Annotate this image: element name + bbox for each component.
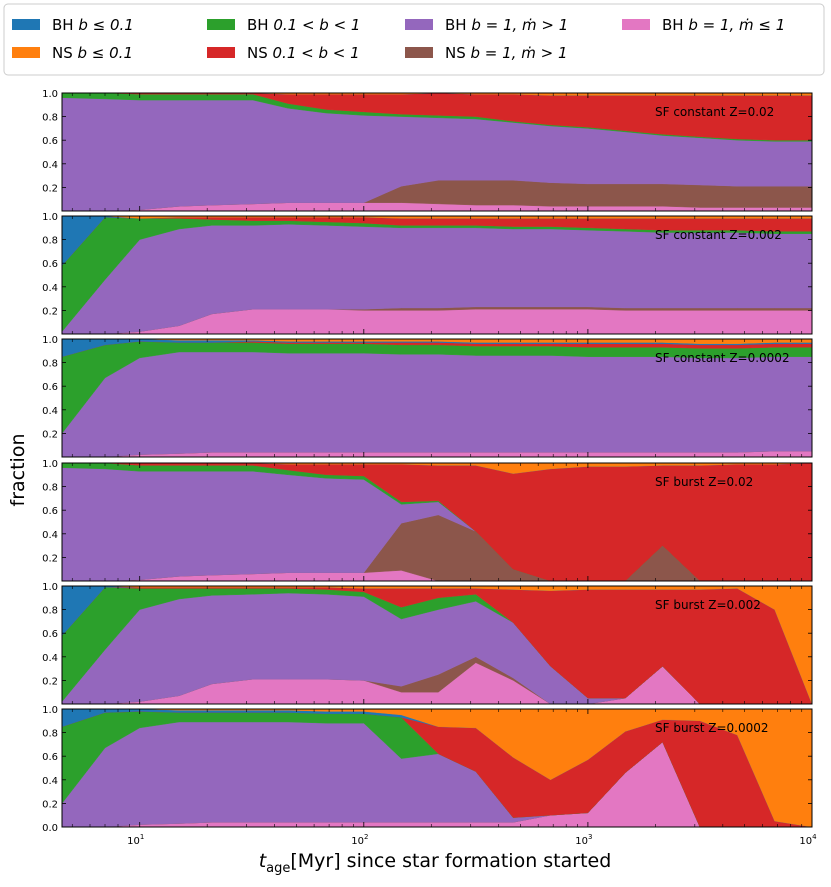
panel: 0.2 0.4 0.6 0.8 1.0 SF burst Z=0.002: [42, 582, 813, 705]
y-tick-label: 0.6: [42, 506, 58, 517]
y-tick-label: 0.2: [42, 676, 58, 687]
legend-frame: [3, 3, 825, 76]
y-tick-label: 0.6: [42, 136, 58, 147]
y-tick-label: 1.0: [42, 705, 58, 716]
y-tick-label: 0.8: [42, 483, 58, 494]
panel: 0.2 0.4 0.6 0.8 1.0 SF constant Z=0.02: [42, 89, 813, 212]
legend-label: NS b = 1, ṁ > 1: [445, 44, 567, 62]
legend-swatch: [207, 47, 235, 58]
panel-label: SF constant Z=0.0002: [655, 351, 790, 365]
y-tick-label: 0.2: [42, 799, 58, 810]
legend-entry: BH b = 1, ṁ ≤ 1: [622, 16, 785, 34]
y-tick-label: 0.8: [42, 729, 58, 740]
y-tick-label: 0.8: [42, 113, 58, 124]
legend-swatch: [207, 19, 235, 30]
panel-label: SF constant Z=0.02: [655, 105, 774, 119]
legend-entry: NS b ≤ 0.1: [12, 44, 133, 62]
area-ns-low: [62, 586, 812, 704]
area-ns-low: [62, 216, 812, 219]
y-tick-label: 1.0: [42, 89, 58, 100]
panel: 0.2 0.4 0.6 0.8 1.0 SF constant Z=0.0002: [42, 335, 813, 458]
y-tick-label: 0.8: [42, 359, 58, 370]
legend-swatch: [405, 47, 433, 58]
x-tick-label: 104: [799, 833, 817, 847]
legend-swatch: [12, 19, 40, 30]
panel-areas: [62, 216, 812, 334]
panel: 0.2 0.4 0.6 0.8 1.0 SF constant Z=0.002: [42, 212, 813, 335]
legend-entry: BH b ≤ 0.1: [12, 16, 134, 34]
panel-areas: [62, 586, 812, 704]
x-axis-title-symbol: t: [259, 850, 268, 872]
y-axis-title: fraction: [7, 434, 29, 507]
area-ns-low: [62, 709, 812, 827]
legend-entry: NS b = 1, ṁ > 1: [405, 44, 567, 62]
panel-label: SF constant Z=0.002: [655, 228, 782, 242]
panel-label: SF burst Z=0.002: [655, 598, 761, 612]
legend-entry: BH b = 1, ṁ > 1: [405, 16, 568, 34]
y-tick-label: 0.6: [42, 259, 58, 270]
x-tick-label: 103: [575, 833, 592, 847]
y-tick-label: 0.6: [42, 629, 58, 640]
legend-label: BH b = 1, ṁ > 1: [445, 16, 568, 34]
y-tick-label: 0.6: [42, 382, 58, 393]
y-tick-label: 1.0: [42, 459, 58, 470]
panel-label: SF burst Z=0.02: [655, 475, 753, 489]
y-tick-label: 0.8: [42, 606, 58, 617]
legend-label: NS b ≤ 0.1: [52, 44, 133, 62]
y-tick-label: 1.0: [42, 335, 58, 346]
panel: 0.2 0.4 0.6 0.8 1.0 SF burst Z=0.02: [42, 459, 813, 582]
legend-swatch: [12, 47, 40, 58]
y-tick-label: 0.6: [42, 752, 58, 763]
legend-swatch: [622, 19, 650, 30]
panel: 0.0 0.2 0.4 0.6 0.8 1.0 SF burst Z=0.0002: [42, 705, 813, 834]
y-tick-label: 0.2: [42, 429, 58, 440]
y-tick-label: 0.8: [42, 236, 58, 247]
y-tick-label: 0.4: [42, 160, 58, 171]
panel-frame: [61, 585, 813, 705]
legend-entry: NS 0.1 < b < 1: [207, 44, 360, 62]
legend-label: BH b ≤ 0.1: [52, 16, 134, 34]
y-tick-label: 0.2: [42, 306, 58, 317]
y-tick-label: 0.4: [42, 653, 58, 664]
panel-areas: [62, 339, 812, 457]
panel-areas: [62, 709, 812, 827]
panel-frame: [61, 708, 813, 828]
y-tick-label: 0.4: [42, 530, 58, 541]
y-tick-label: 0.4: [42, 283, 58, 294]
y-tick-label: 0.2: [42, 183, 58, 194]
panel-label: SF burst Z=0.0002: [655, 721, 769, 735]
y-tick-label: 0.2: [42, 553, 58, 564]
panels-group: 0.20.40.60.81.0SF constant Z=0.020.20.40…: [42, 89, 817, 847]
y-tick-label: 0.4: [42, 776, 58, 787]
panel-frame: [61, 462, 813, 582]
legend-label: NS 0.1 < b < 1: [247, 44, 360, 62]
panel-areas: [62, 93, 812, 211]
panel-frame: [61, 92, 813, 212]
legend: BH b ≤ 0.1 BH 0.1 < b < 1 BH b = 1, ṁ > 1 B…: [3, 3, 825, 76]
legend-label: BH b = 1, ṁ ≤ 1: [662, 16, 785, 34]
panel-frame: [61, 338, 813, 458]
y-tick-label: 0.0: [42, 823, 58, 834]
x-axis-title-rest: [Myr] since star formation started: [290, 850, 611, 872]
legend-label: BH 0.1 < b < 1: [247, 16, 360, 34]
x-tick-label: 101: [127, 833, 144, 847]
legend-entry: BH 0.1 < b < 1: [207, 16, 360, 34]
y-tick-label: 0.4: [42, 406, 58, 417]
legend-swatch: [405, 19, 433, 30]
x-tick-labels: 101 102 103 104: [127, 833, 817, 847]
x-axis-title-subscript: age: [266, 861, 290, 876]
x-tick-label: 102: [351, 833, 368, 847]
area-bh-m-high: [62, 351, 812, 457]
area-ns-low: [62, 93, 812, 96]
y-tick-label: 1.0: [42, 582, 58, 593]
panel-areas: [62, 463, 812, 581]
area-ns-low: [62, 339, 812, 344]
x-axis-title: tage[Myr] since star formation started: [259, 850, 612, 876]
area-ns-low: [62, 463, 812, 474]
panel-frame: [61, 215, 813, 335]
y-tick-label: 1.0: [42, 212, 58, 223]
